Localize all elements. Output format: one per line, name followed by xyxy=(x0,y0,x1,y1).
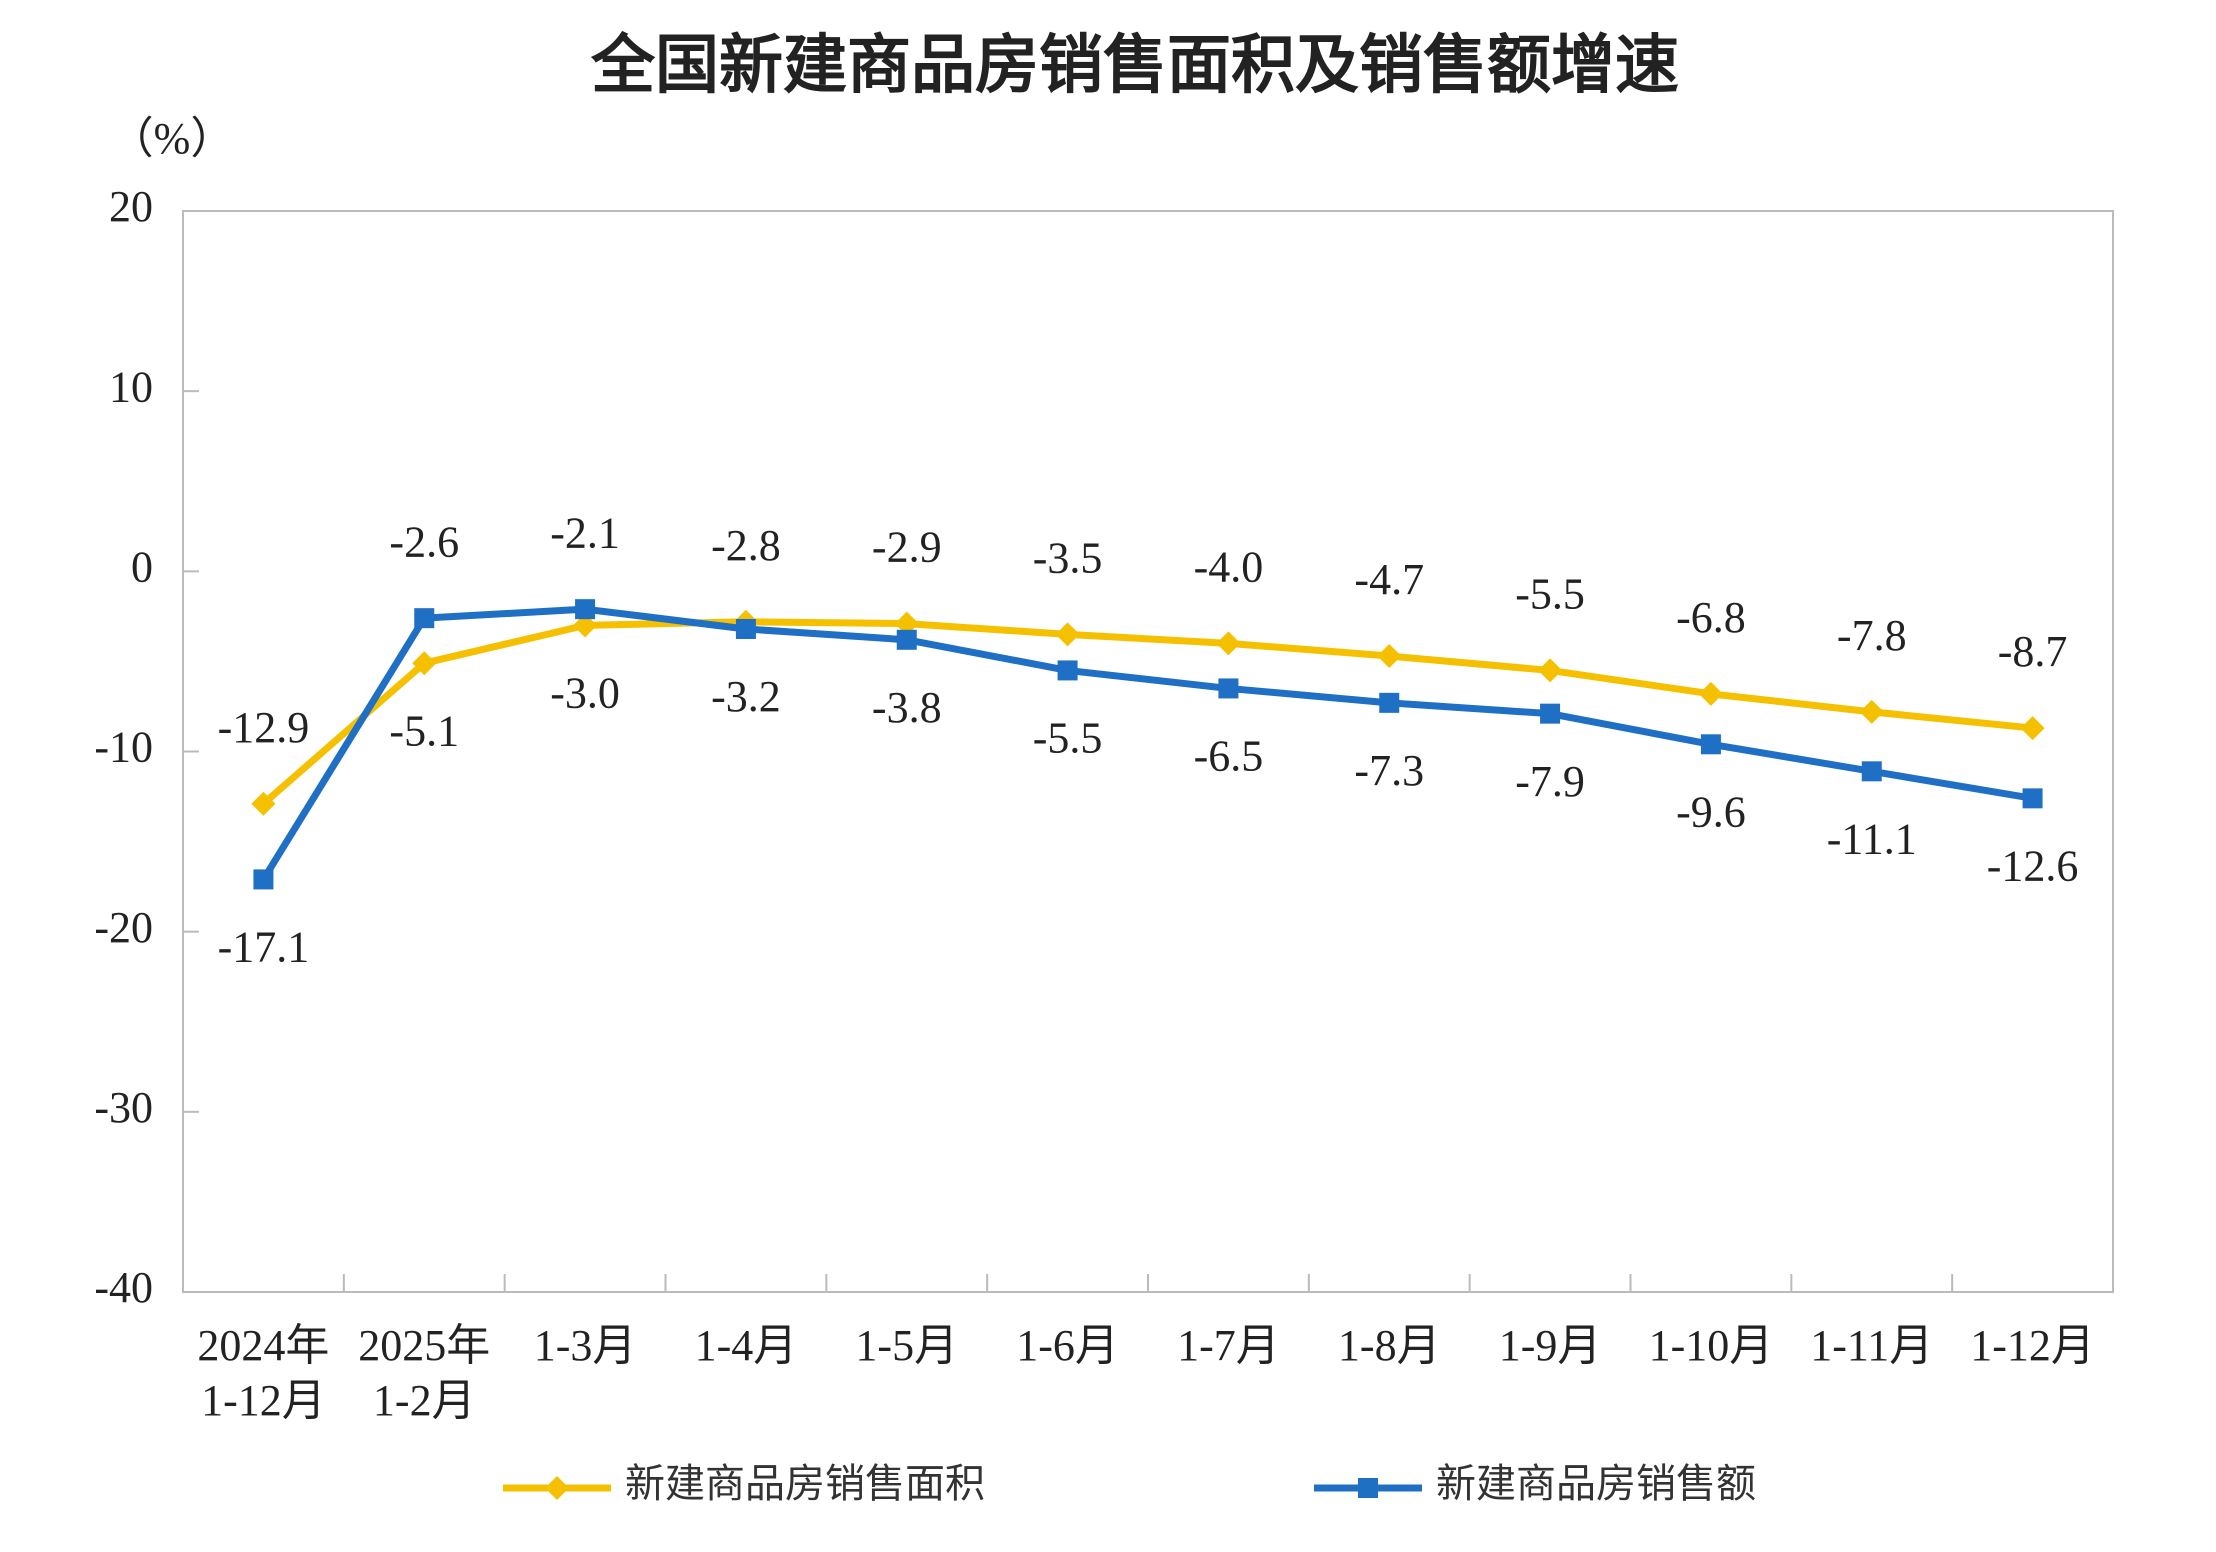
x-tick-label: 1-2月 xyxy=(373,1376,476,1425)
data-label: -3.2 xyxy=(711,672,781,721)
data-point xyxy=(253,869,274,890)
data-label: -6.5 xyxy=(1194,732,1264,781)
chart-title: 全国新建商品房销售面积及销售额增速 xyxy=(590,29,1679,101)
data-label: -3.0 xyxy=(550,668,620,717)
y-unit: （%） xyxy=(110,114,235,163)
legend-label: 新建商品房销售额 xyxy=(1436,1461,1756,1506)
data-point xyxy=(894,611,919,636)
data-point xyxy=(412,651,437,676)
data-point xyxy=(1218,678,1239,699)
data-point xyxy=(2020,716,2045,741)
data-label: -5.5 xyxy=(1033,714,1103,763)
x-tick-label: 1-10月 xyxy=(1649,1321,1774,1370)
x-tick-label: 1-9月 xyxy=(1499,1321,1602,1370)
x-tick-label: 1-12月 xyxy=(201,1376,326,1425)
y-tick-label: -40 xyxy=(94,1263,153,1312)
x-tick-label: 2025年 xyxy=(358,1321,490,1370)
data-label: -5.5 xyxy=(1515,570,1585,619)
x-tick-label: 1-7月 xyxy=(1177,1321,1280,1370)
data-label: -7.3 xyxy=(1354,746,1424,795)
data-label: -11.1 xyxy=(1827,814,1917,863)
x-tick-label: 1-4月 xyxy=(695,1321,798,1370)
data-point xyxy=(251,791,276,816)
data-point xyxy=(1700,734,1721,755)
y-tick-label: -10 xyxy=(94,723,153,772)
data-point xyxy=(1861,761,1882,782)
data-point xyxy=(414,608,435,629)
series-line xyxy=(260,605,2034,882)
data-label: -4.0 xyxy=(1194,542,1264,591)
data-point xyxy=(1055,622,1080,647)
y-tick-label: 10 xyxy=(109,362,153,411)
data-point xyxy=(1698,681,1723,706)
y-tick-label: -20 xyxy=(94,903,153,952)
x-tick-label: 1-6月 xyxy=(1016,1321,1119,1370)
data-point xyxy=(575,599,596,620)
data-point xyxy=(1216,631,1241,656)
x-tick-label: 1-5月 xyxy=(855,1321,958,1370)
data-label: -12.9 xyxy=(218,703,310,752)
data-point xyxy=(1538,658,1563,683)
data-label: -9.6 xyxy=(1676,787,1746,836)
x-tick-label: 1-3月 xyxy=(534,1321,637,1370)
data-point xyxy=(2022,788,2043,809)
data-label: -2.9 xyxy=(872,523,942,572)
data-label: -2.6 xyxy=(389,517,459,566)
data-label: -8.7 xyxy=(1998,627,2068,676)
legend-label: 新建商品房销售面积 xyxy=(625,1461,985,1506)
x-tick-label: 2024年 xyxy=(197,1321,329,1370)
data-point xyxy=(1377,644,1402,669)
data-point xyxy=(735,618,756,639)
data-label: -12.6 xyxy=(1987,841,2079,890)
data-point xyxy=(1379,692,1400,713)
y-tick-label: -30 xyxy=(94,1083,153,1132)
x-tick-label: 1-8月 xyxy=(1338,1321,1441,1370)
data-point xyxy=(1540,703,1561,724)
data-label: -6.8 xyxy=(1676,593,1746,642)
y-tick-label: 0 xyxy=(131,542,153,591)
data-label: -7.9 xyxy=(1515,757,1585,806)
data-label: -3.8 xyxy=(872,683,942,732)
legend-marker xyxy=(1358,1478,1378,1498)
data-point xyxy=(896,629,917,650)
data-point xyxy=(1859,699,1884,724)
series-line xyxy=(261,618,2033,807)
data-label: -4.7 xyxy=(1354,555,1424,604)
data-label: -3.5 xyxy=(1033,533,1103,582)
data-label: -2.8 xyxy=(711,521,781,570)
data-point xyxy=(1057,660,1078,681)
x-tick-label: 1-11月 xyxy=(1810,1321,1933,1370)
legend-marker xyxy=(545,1476,569,1500)
plot-frame xyxy=(182,210,2114,1293)
data-label: -2.1 xyxy=(550,508,620,557)
data-label: -5.1 xyxy=(389,706,459,755)
data-point xyxy=(573,613,598,638)
y-tick-label: 20 xyxy=(109,182,153,231)
data-label: -7.8 xyxy=(1837,611,1907,660)
x-tick-label: 1-12月 xyxy=(1970,1321,2095,1370)
data-label: -17.1 xyxy=(218,923,310,972)
